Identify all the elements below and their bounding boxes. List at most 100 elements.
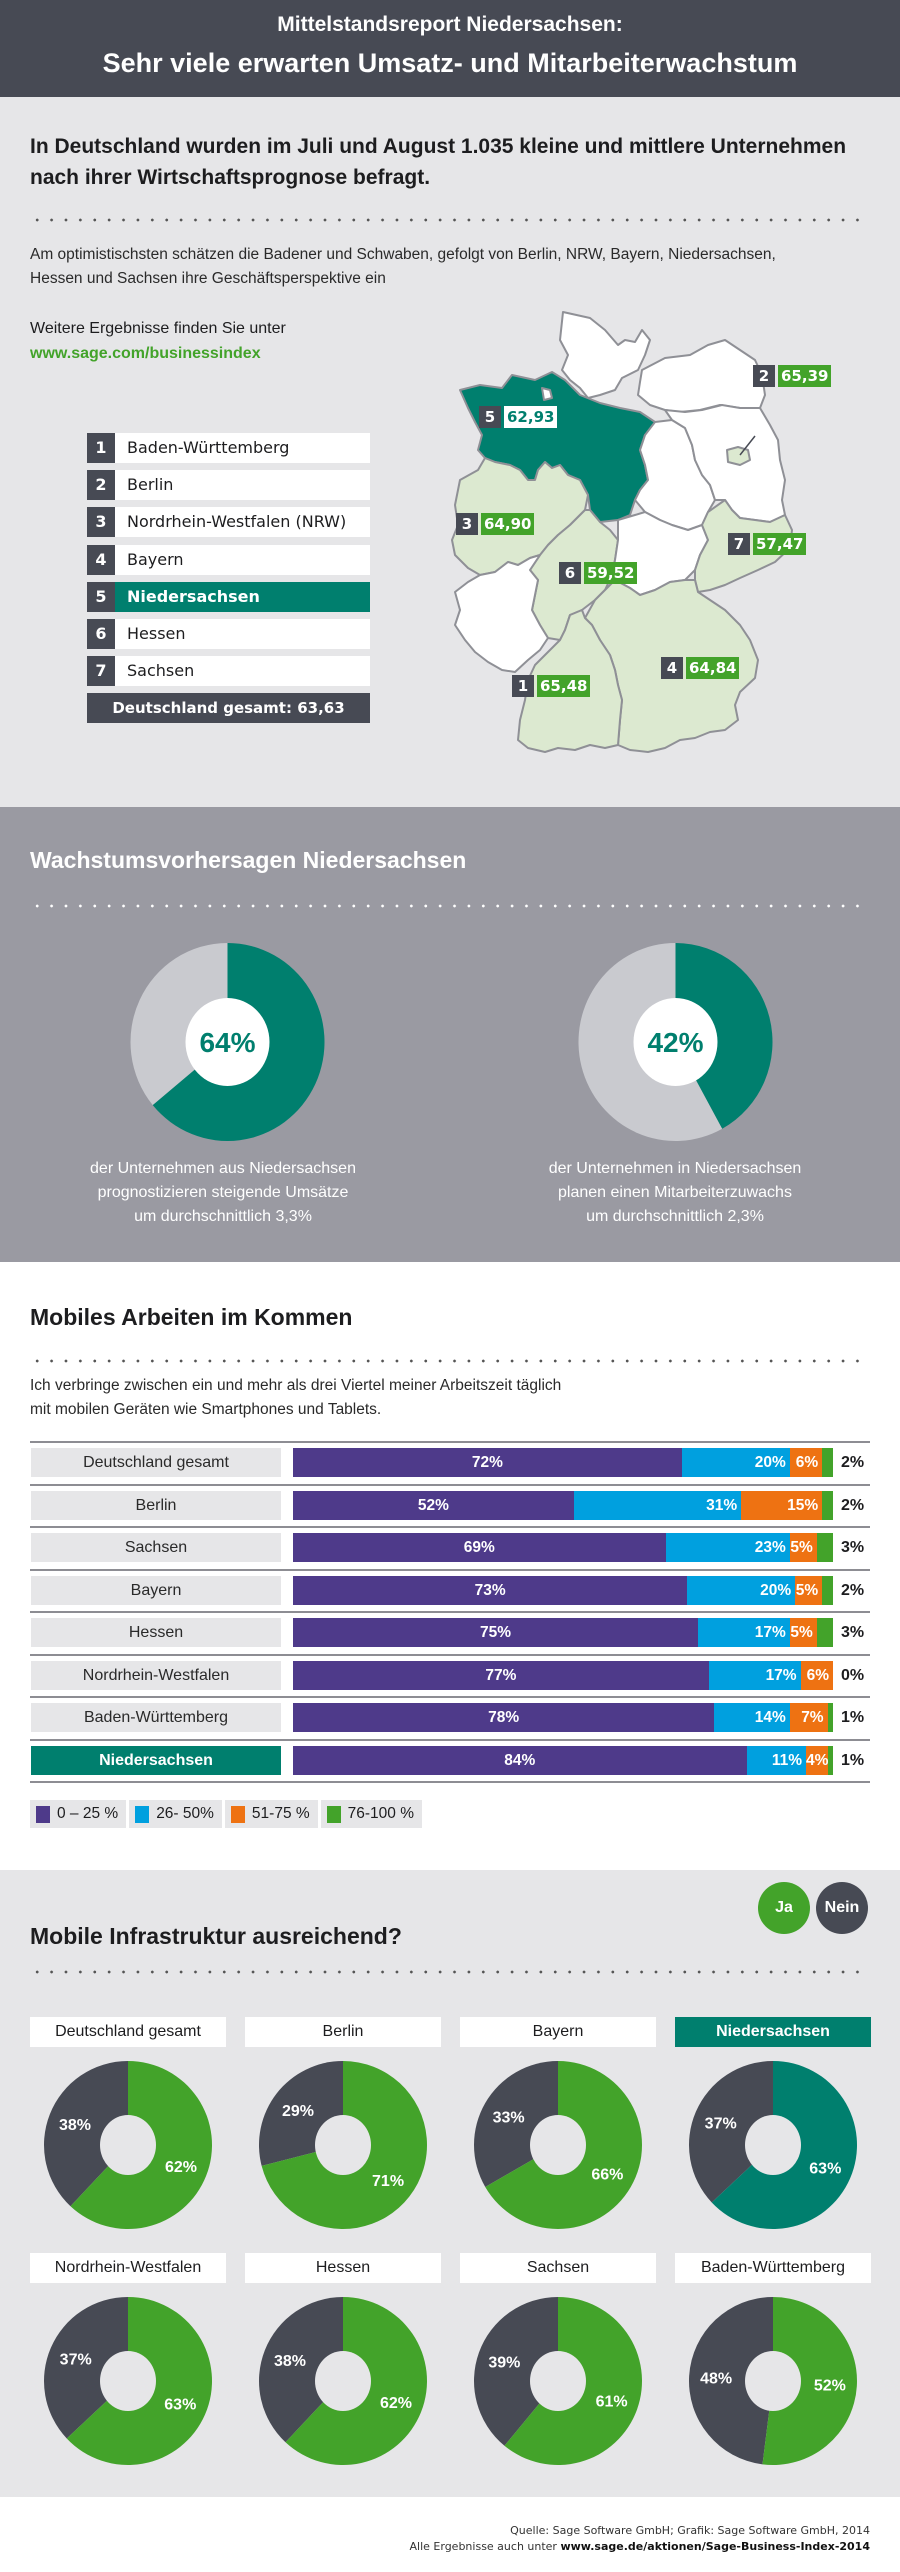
donut-nein-label: 38%	[274, 2353, 306, 2370]
donut-value-label: 42%	[647, 1027, 703, 1058]
rank-label: Sachsen	[127, 661, 195, 681]
rank-number: 1	[87, 433, 115, 463]
donut-hole	[100, 2351, 156, 2411]
donut-hole	[185, 998, 270, 1086]
bar-segment: 69%	[293, 1533, 666, 1562]
rank-label: Bayern	[127, 549, 184, 569]
legend-no-badge: Nein	[816, 1882, 868, 1934]
infrastructure-section: Mobile Infrastruktur ausreichend? Ja Nei…	[0, 1870, 900, 2497]
state-bremen[interactable]	[541, 387, 553, 401]
more-results-label: Weitere Ergebnisse finden Sie unter	[30, 320, 286, 337]
infra-panel-label: Baden-Württemberg	[675, 2253, 871, 2283]
ranking-row: 3 Nordrhein-Westfalen (NRW)	[87, 507, 370, 538]
map-label: 1 65,48	[512, 675, 591, 697]
dotted-divider	[30, 1970, 870, 1974]
rank-label: Berlin	[127, 475, 174, 495]
total-badge: Deutschland gesamt: 63,63	[87, 693, 370, 723]
dotted-divider	[30, 904, 870, 908]
bar-row-label: Deutschland gesamt	[31, 1448, 281, 1477]
rank-number: 3	[87, 507, 115, 538]
dotted-divider	[30, 218, 870, 222]
map-label: 7 57,47	[728, 533, 807, 555]
bar-row: Hessen 75% 17% 5% 3%	[30, 1611, 870, 1653]
donut-ja-slice	[762, 2297, 857, 2465]
donut-hole	[530, 2351, 586, 2411]
legend-item: 51-75 %	[224, 1800, 318, 1828]
donut-hole	[315, 2115, 371, 2175]
donut-ja-label: 62%	[380, 2395, 412, 2412]
donut-nein-label: 38%	[59, 2117, 91, 2134]
growth-caption-line: um durchschnittlich 2,3%	[586, 1208, 764, 1225]
legend-label: 26- 50%	[156, 1805, 214, 1822]
infra-panel-label: Nordrhein-Westfalen	[30, 2253, 226, 2283]
infra-donut-svg: 63% 37%	[44, 2297, 212, 2465]
mobile-subtext: Ich verbringe zwischen ein und mehr als …	[30, 1374, 561, 1422]
header-title-line2: Sehr viele erwarten Umsatz- und Mitarbei…	[102, 48, 798, 78]
bar-legend: 0 – 25 % 26- 50% 51-75 % 76-100 %	[30, 1800, 425, 1828]
mobile-subtext-line: mit mobilen Geräten wie Smartphones und …	[30, 1401, 382, 1418]
donut-nein-slice	[259, 2297, 343, 2443]
donut-nein-label: 39%	[488, 2355, 520, 2372]
bar-bottom-rule	[30, 1781, 870, 1783]
ranking-row: 1 Baden-Württemberg	[87, 433, 370, 463]
growth-caption-line: der Unternehmen aus Niedersachsen	[90, 1160, 356, 1177]
donut-nein-label: 29%	[282, 2103, 314, 2120]
legend-label: 51-75 %	[251, 1805, 310, 1822]
bar-segment: 20%	[687, 1575, 796, 1605]
infra-panel: Deutschland gesamt 62% 38%	[30, 2017, 226, 2231]
bar-row-label: Sachsen	[31, 1533, 281, 1562]
state-schleswig-holstein[interactable]	[559, 311, 651, 399]
berlin-leader-line	[739, 435, 756, 456]
infra-panel-label: Hessen	[245, 2253, 441, 2283]
infra-donut-svg: 62% 38%	[44, 2061, 213, 2229]
donut-nein-slice	[44, 2297, 129, 2439]
ranking-row: 7 Sachsen	[87, 656, 370, 687]
footer-results-link[interactable]: www.sage.de/aktionen/Sage-Business-Index…	[560, 2540, 870, 2553]
intro-headline: In Deutschland wurden im Juli und August…	[30, 135, 847, 189]
legend-swatch	[36, 1805, 50, 1823]
state-berlin[interactable]	[726, 446, 751, 466]
map-label-value: 64,90	[481, 513, 535, 535]
map-label-value: 57,47	[753, 533, 807, 555]
legend-swatch	[230, 1805, 245, 1823]
rank-number: 7	[87, 656, 115, 687]
bar-row: Niedersachsen 84% 11% 4% 1%	[30, 1738, 870, 1781]
bar-row: Nordrhein-Westfalen 77% 17% 6% 0%	[30, 1653, 870, 1696]
bar-segment: 5%	[789, 1618, 817, 1647]
map-label-rank: 7	[728, 533, 750, 555]
map-label-rank: 6	[559, 562, 581, 584]
bar-row-label: Hessen	[31, 1618, 281, 1647]
donut-nein-slice	[689, 2297, 773, 2465]
donut-nein-slice	[44, 2061, 128, 2207]
donut-rest-slice	[130, 943, 228, 1106]
donut-value-slice	[675, 943, 773, 1129]
bar-row-label: Baden-Württemberg	[31, 1703, 281, 1732]
bar-segment: 77%	[293, 1660, 709, 1690]
bar-segment: 75%	[293, 1618, 698, 1647]
map-label: 2 65,39	[753, 365, 832, 387]
growth-donut-svg: 42%	[578, 943, 773, 1141]
bar-last-value: 1%	[841, 1751, 865, 1769]
header-title-line1: Mittelstandsreport Niedersachsen:	[277, 13, 623, 36]
ranking-row: 6 Hessen	[87, 619, 370, 649]
map-label-value: 62,93	[504, 406, 558, 428]
bar-segment: 14%	[714, 1703, 790, 1732]
more-results-link[interactable]: www.sage.com/businessindex	[30, 345, 261, 362]
legend-label: 76-100 %	[347, 1805, 415, 1822]
infra-panel: Bayern 66% 33%	[460, 2017, 656, 2231]
donut-ja-label: 66%	[591, 2167, 623, 2184]
bar-row: Sachsen 69% 23% 5% 3%	[30, 1526, 870, 1568]
stacked-bar: 77% 17% 6%	[293, 1660, 833, 1690]
stacked-bar: 78% 14% 7%	[293, 1703, 833, 1732]
bar-segment: 11%	[746, 1745, 806, 1775]
legend-label: 0 – 25 %	[57, 1805, 119, 1822]
state-mecklenburg-vorpommern[interactable]	[637, 339, 766, 413]
map-label-rank: 3	[456, 513, 478, 535]
rank-label: Hessen	[127, 624, 186, 643]
growth-caption-line: um durchschnittlich 3,3%	[134, 1208, 312, 1225]
bar-segment	[822, 1490, 833, 1520]
donut-nein-slice	[474, 2297, 558, 2446]
state-rheinland-pfalz[interactable]	[454, 554, 549, 673]
bar-segment: 78%	[293, 1703, 715, 1732]
bar-segment: 17%	[698, 1618, 790, 1647]
